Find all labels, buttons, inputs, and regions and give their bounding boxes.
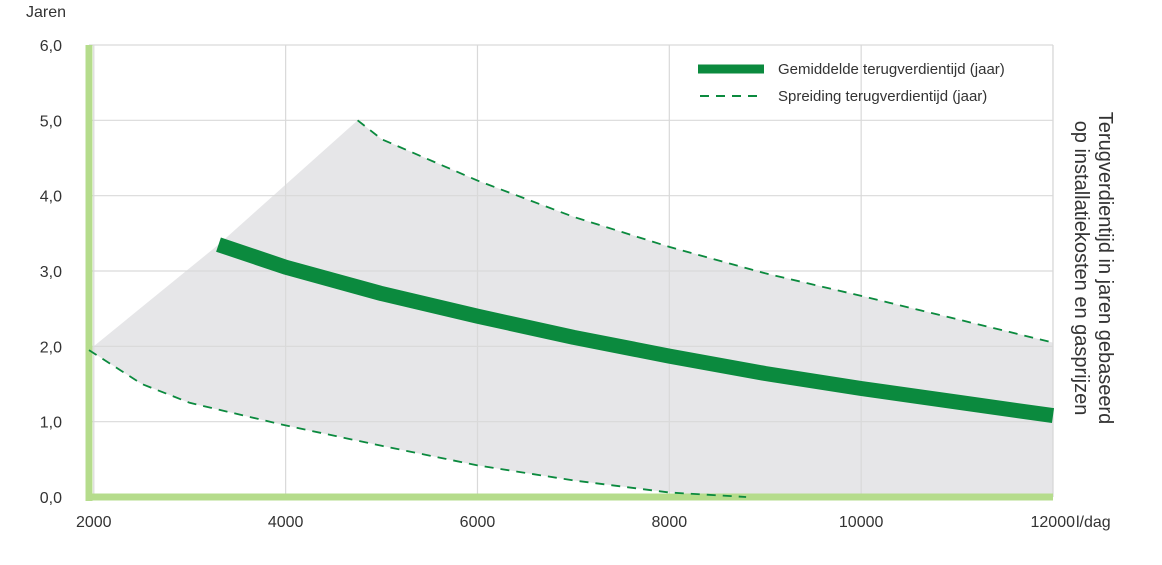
spread-envelope-layer	[89, 120, 1053, 497]
ticks-layer: 0,0 1,0 2,0 3,0 4,0 5,0 6,0 2000 4000 6000 8000 100…	[40, 38, 1075, 531]
axes-layer	[85, 45, 1053, 501]
y-tick-label: 2,0	[40, 339, 62, 356]
legend: Gemiddelde terugverdientijd (jaar) Sprei…	[698, 61, 1005, 105]
series-layer	[88, 119, 1055, 498]
y-tick-label: 0,0	[40, 490, 62, 507]
spread-upper-line	[357, 119, 1054, 344]
spread-envelope	[89, 120, 1053, 497]
y-axis-label: Jaren	[26, 4, 66, 21]
y-tick-label: 5,0	[40, 113, 62, 130]
y-tick-label: 3,0	[40, 264, 62, 281]
side-title-line-2: op installatiekosten en gasprijzen	[1070, 121, 1092, 416]
side-title-line-1: Terugverdientijd in jaren gebaseerd	[1094, 112, 1116, 424]
legend-label-mean: Gemiddelde terugverdientijd (jaar)	[778, 61, 1005, 78]
x-tick-label: 6000	[460, 514, 496, 531]
y-tick-label: 6,0	[40, 38, 62, 55]
x-tick-label: 8000	[652, 514, 688, 531]
y-tick-label: 1,0	[40, 415, 62, 432]
x-tick-label: 4000	[268, 514, 304, 531]
x-tick-label: 10000	[839, 514, 884, 531]
x-tick-label: 12000	[1031, 514, 1076, 531]
legend-label-spread: Spreiding terugverdientijd (jaar)	[778, 88, 987, 105]
side-title: Terugverdientijd in jaren gebaseerd op i…	[1070, 112, 1116, 424]
spread-lower-line	[88, 349, 747, 498]
grid-layer	[89, 44, 1054, 498]
y-tick-label: 4,0	[40, 189, 62, 206]
mean-payback-line	[216, 237, 1055, 424]
x-tick-label: 2000	[76, 514, 112, 531]
x-axis-unit: l/dag	[1076, 514, 1111, 531]
